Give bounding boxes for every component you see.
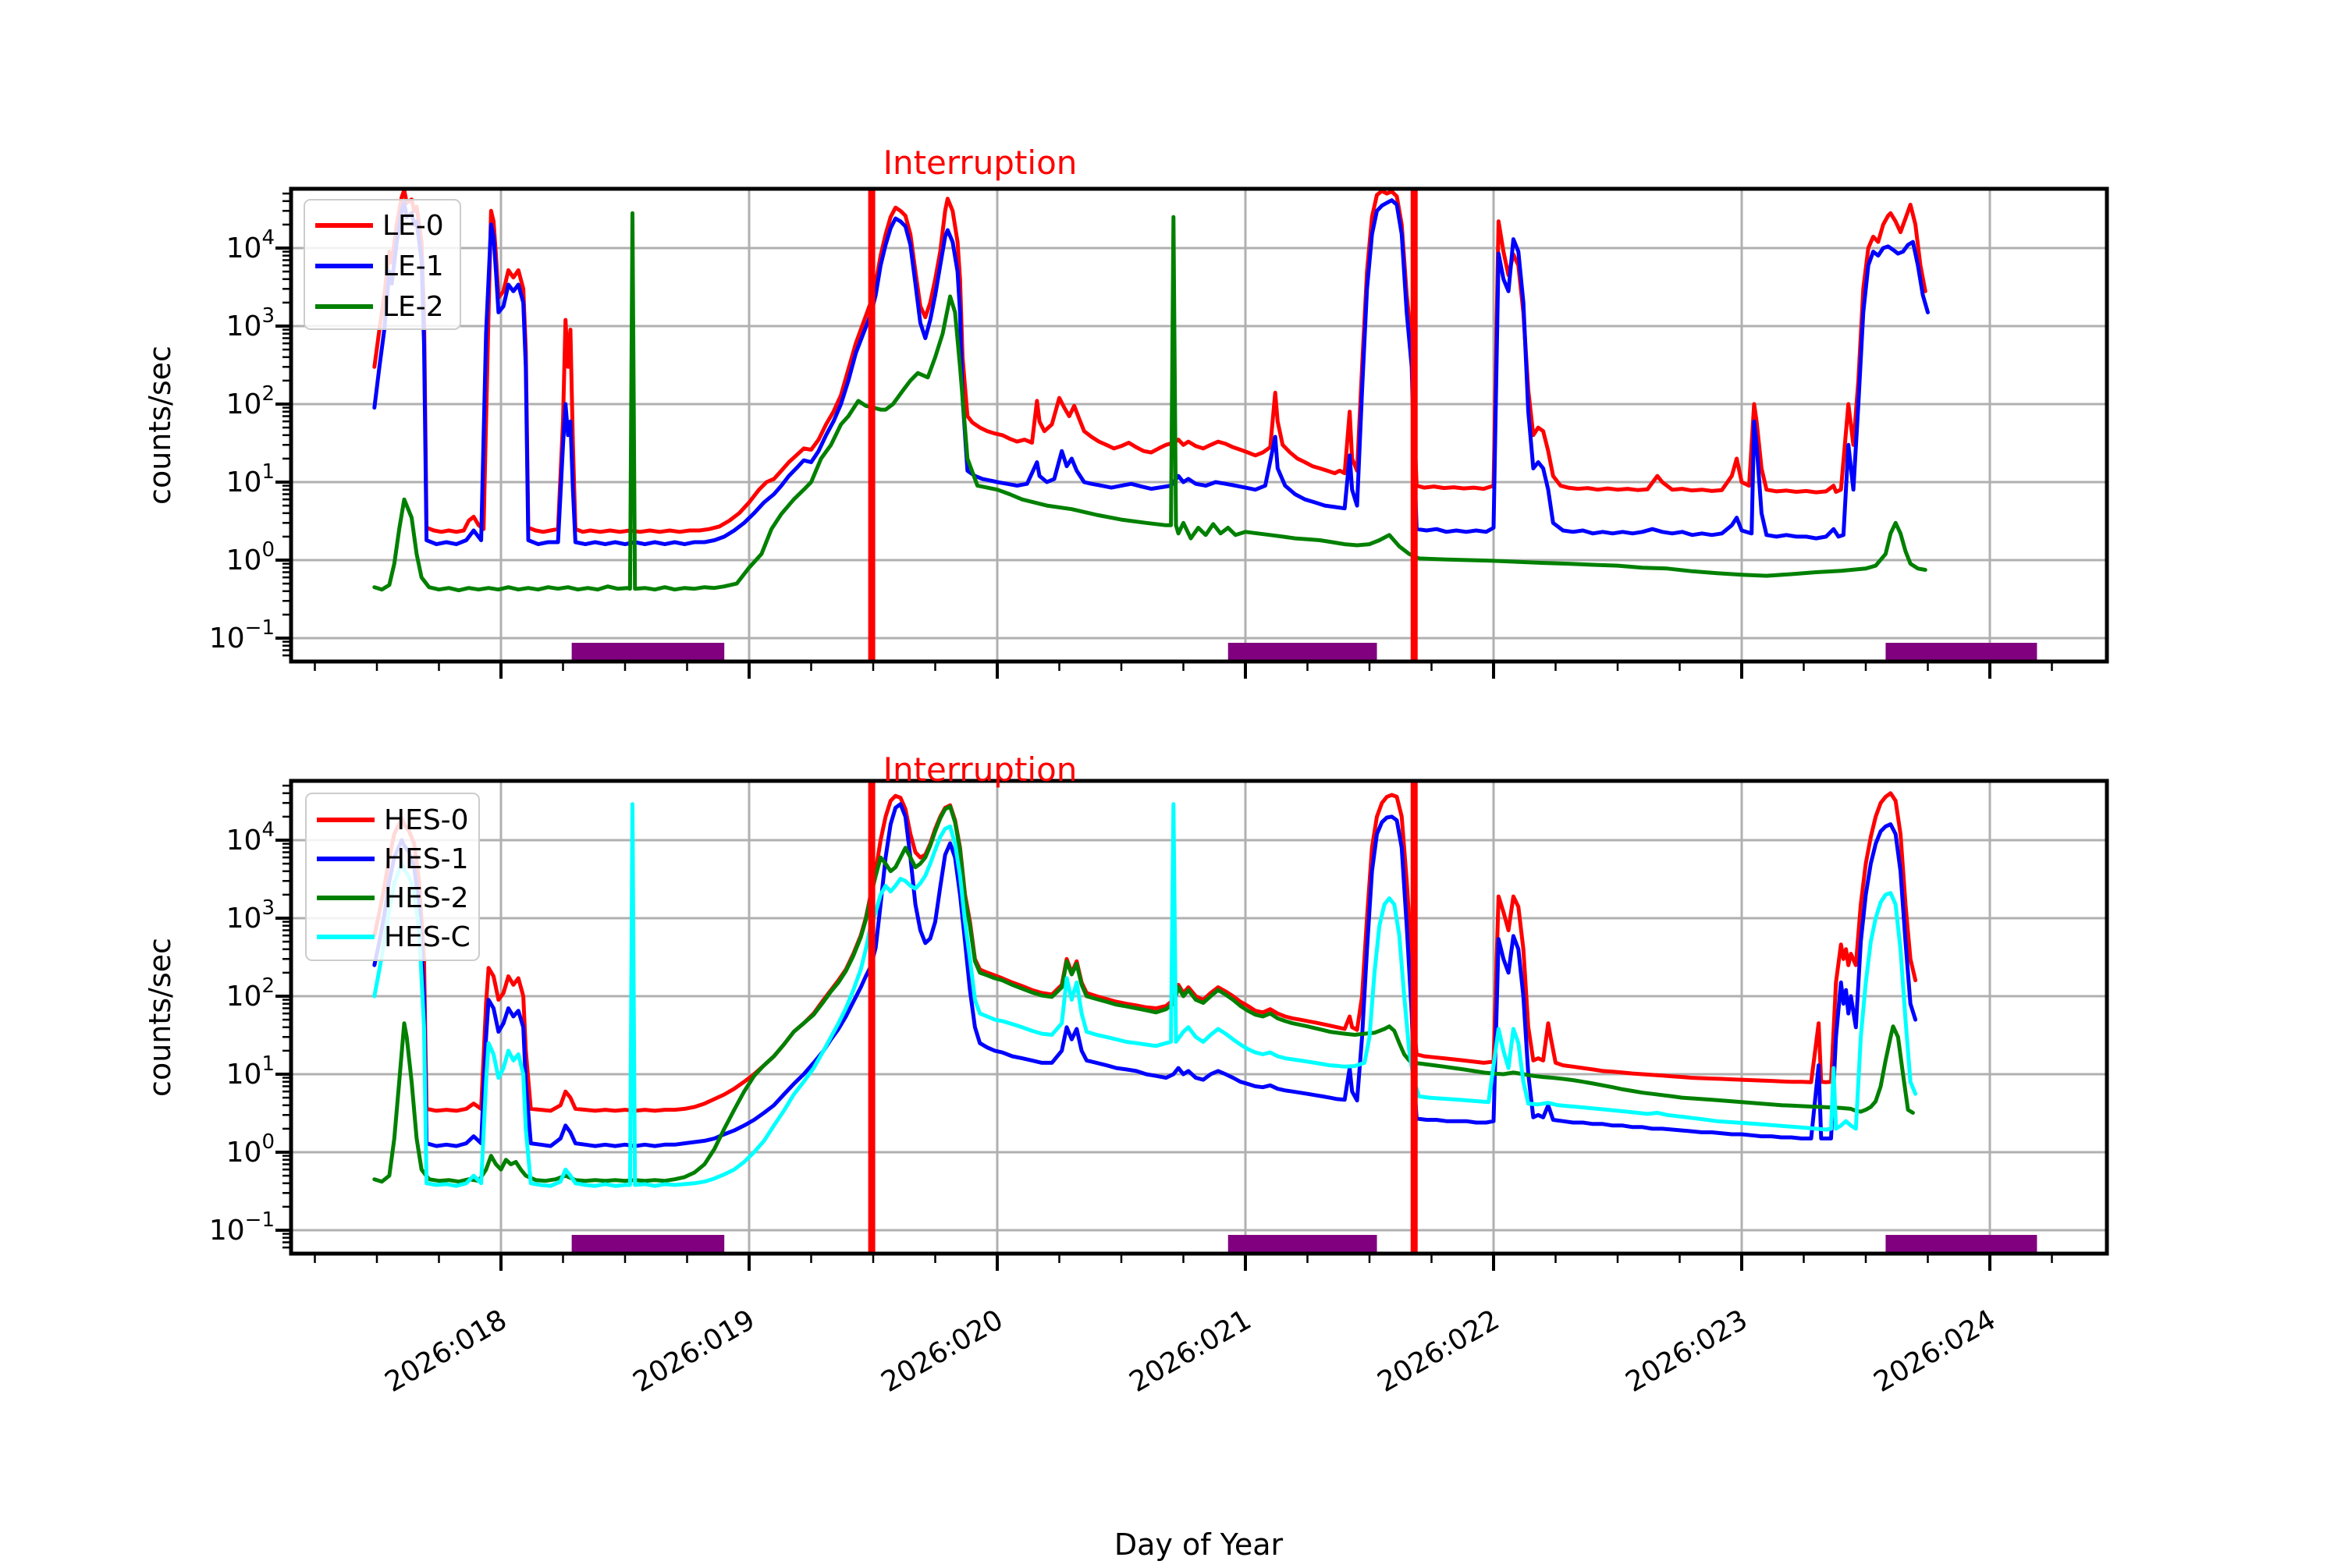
legend-label: HES-0 <box>384 804 469 836</box>
series-HES-1 <box>372 802 1918 1148</box>
panel2-title: Interruption <box>883 750 1078 789</box>
series-HES-2 <box>372 804 1915 1184</box>
coverage-span <box>1885 643 2037 662</box>
legend-label: LE-1 <box>382 250 444 282</box>
y-tick-label: 101 <box>226 1052 275 1091</box>
panel1-ylabel: counts/sec <box>143 346 177 505</box>
series-LE-1 <box>372 198 1930 547</box>
y-tick-label: 10−1 <box>209 616 275 655</box>
legend-label: LE-0 <box>382 210 444 242</box>
coverage-span <box>1227 1235 1377 1254</box>
series-HES-C <box>372 802 1918 1188</box>
y-tick-label: 10−1 <box>209 1208 275 1247</box>
coverage-span <box>1227 643 1377 662</box>
coverage-span <box>571 1235 725 1254</box>
y-tick-label: 101 <box>226 460 275 498</box>
y-tick-label: 102 <box>226 382 275 420</box>
y-tick-label: 102 <box>226 974 275 1013</box>
series-LE-0 <box>372 189 1927 534</box>
x-tick-label: 2026:019 <box>628 1304 761 1399</box>
legend-box <box>305 793 480 961</box>
legend: LE-0 LE-1 LE-2 <box>304 199 461 330</box>
x-tick-label: 2026:024 <box>1869 1304 2002 1399</box>
y-tick-label: 104 <box>226 226 275 264</box>
coverage-span <box>571 643 725 662</box>
x-tick-label: 2026:022 <box>1373 1304 1505 1399</box>
axes-box <box>289 779 2109 1256</box>
legend-label: HES-1 <box>384 843 469 875</box>
legend-label: LE-2 <box>382 291 444 323</box>
x-tick-label: 2026:018 <box>380 1304 513 1399</box>
coverage-span <box>1885 1235 2037 1254</box>
y-tick-label: 100 <box>226 1130 275 1169</box>
x-tick-label: 2026:021 <box>1124 1304 1257 1399</box>
y-tick-label: 104 <box>226 818 275 857</box>
x-axis-label: Day of Year <box>1114 1527 1284 1562</box>
legend: HES-0 HES-1 HES-2 HES-C <box>305 793 480 961</box>
legend-label: HES-2 <box>384 882 469 914</box>
panel1-title: Interruption <box>883 144 1078 182</box>
y-tick-label: 103 <box>226 896 275 935</box>
legend-box <box>304 199 461 330</box>
x-tick-label: 2026:023 <box>1621 1304 1753 1399</box>
legend-label: HES-C <box>384 921 471 953</box>
x-tick-label: 2026:020 <box>876 1304 1009 1399</box>
y-tick-label: 100 <box>226 538 275 576</box>
y-tick-label: 103 <box>226 304 275 342</box>
panel2-ylabel: counts/sec <box>143 938 177 1097</box>
series-LE-2 <box>372 211 1927 593</box>
panel-0: 10−1 100 101 102 103 104 LE-0 LE-1 LE-2 <box>209 186 2109 679</box>
panel-1: 2026:018 2026:019 2026:020 2026:021 2026:022… <box>209 779 2109 1399</box>
axes-box <box>289 186 2109 664</box>
